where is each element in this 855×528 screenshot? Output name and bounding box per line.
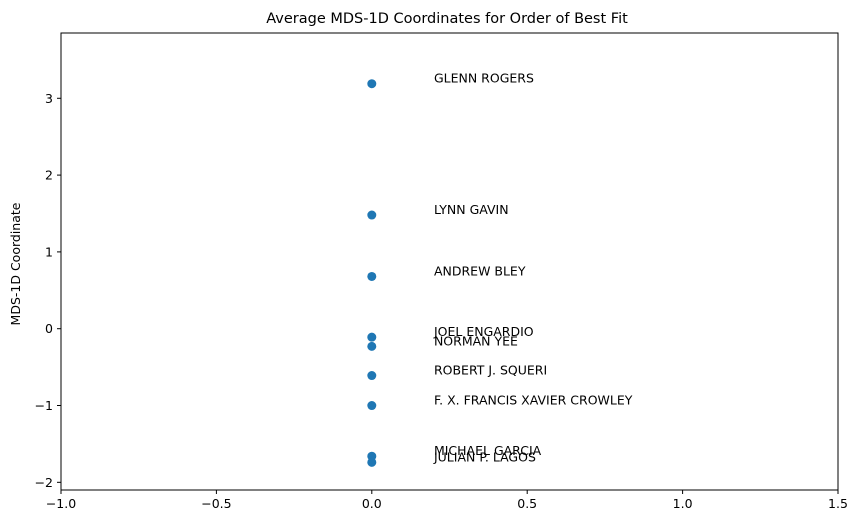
point-label: NORMAN YEE bbox=[434, 333, 518, 348]
data-point bbox=[367, 401, 377, 411]
data-point bbox=[367, 457, 377, 467]
point-label: ROBERT J. SQUERI bbox=[434, 363, 547, 378]
x-tick-label: 0.5 bbox=[517, 496, 537, 511]
plot-frame bbox=[60, 32, 839, 491]
data-point bbox=[367, 341, 377, 351]
point-label: GLENN ROGERS bbox=[434, 71, 534, 86]
y-tick-label: 2 bbox=[45, 168, 53, 183]
x-tick-label: 1.5 bbox=[828, 496, 848, 511]
point-label: JULIAN P. LAGOS bbox=[433, 449, 536, 464]
chart-title: Average MDS-1D Coordinates for Order of … bbox=[266, 11, 628, 27]
data-point bbox=[367, 210, 377, 220]
data-point bbox=[367, 79, 377, 89]
y-tick-label: −1 bbox=[35, 398, 53, 413]
point-label: JOEL ENGARDIO bbox=[433, 324, 534, 339]
x-tick-label: 0.0 bbox=[362, 496, 382, 511]
y-tick-label: 3 bbox=[45, 91, 53, 106]
data-point bbox=[367, 271, 377, 281]
data-point bbox=[367, 371, 377, 381]
x-tick-label: −0.5 bbox=[201, 496, 231, 511]
point-label: LYNN GAVIN bbox=[434, 202, 509, 217]
y-tick-label: −2 bbox=[35, 475, 53, 490]
point-label: ANDREW BLEY bbox=[434, 263, 526, 278]
y-tick-label: 0 bbox=[45, 321, 53, 336]
x-tick-label: −1.0 bbox=[46, 496, 76, 511]
data-point bbox=[367, 332, 377, 342]
point-label: F. X. FRANCIS XAVIER CROWLEY bbox=[434, 393, 633, 408]
point-label: MICHAEL GARCIA bbox=[434, 443, 542, 458]
y-tick-label: 1 bbox=[45, 244, 53, 259]
y-axis-label: MDS-1D Coordinate bbox=[8, 202, 23, 325]
plot-area: −1.0 −0.5 0.0 0.5 1.0 1.5 −2 −1 0 1 2 3 GLENN ROGERS… bbox=[35, 32, 848, 511]
x-tick-label: 1.0 bbox=[673, 496, 693, 511]
